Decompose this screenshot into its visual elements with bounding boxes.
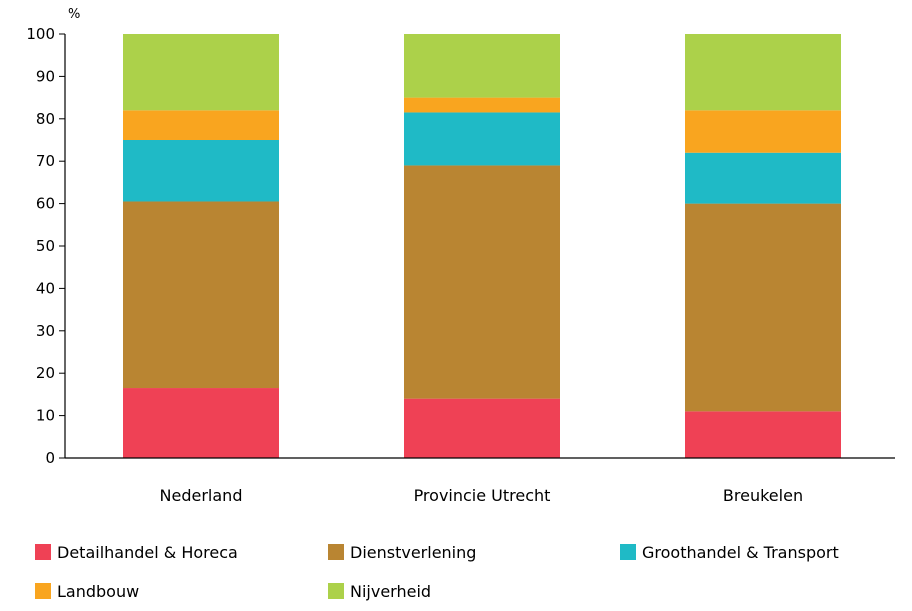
axes — [64, 34, 895, 459]
bar-segment — [404, 398, 560, 458]
category-labels: Nederland Provincie Utrecht Breukelen — [160, 486, 804, 505]
bar-segment — [685, 203, 841, 412]
x-category-label: Nederland — [160, 486, 243, 505]
bar-segment — [404, 97, 560, 113]
bar-segment — [123, 110, 279, 140]
y-tick-label: 90 — [36, 67, 55, 85]
bar-segment — [685, 411, 841, 458]
bar-segment — [685, 110, 841, 153]
y-tick-label: 0 — [45, 449, 55, 467]
bar-segment — [123, 34, 279, 111]
bars — [123, 34, 841, 458]
y-tick-label: 40 — [36, 279, 55, 297]
y-tick-label: 10 — [36, 407, 55, 425]
bar-stack — [685, 34, 841, 458]
bar-segment — [123, 201, 279, 389]
y-tick-label: 20 — [36, 364, 55, 382]
bar-segment — [404, 165, 560, 399]
bar-segment — [404, 112, 560, 166]
y-tick-label: 80 — [36, 110, 55, 128]
bar-segment — [123, 140, 279, 202]
y-tick-label: 60 — [36, 195, 55, 213]
x-category-label: Provincie Utrecht — [414, 486, 551, 505]
bar-stack — [404, 34, 560, 458]
bar-segment — [685, 34, 841, 111]
y-axis-ticks: 0 10 20 30 40 50 60 70 80 90 100 — [26, 25, 65, 467]
y-tick-label: 100 — [26, 25, 55, 43]
bar-segment — [685, 152, 841, 204]
bar-stack — [123, 34, 279, 458]
y-tick-label: 70 — [36, 152, 55, 170]
y-axis-unit-label: % — [68, 7, 80, 22]
bar-segment — [123, 388, 279, 458]
y-tick-label: 50 — [36, 237, 55, 255]
y-tick-label: 30 — [36, 322, 55, 340]
x-category-label: Breukelen — [723, 486, 803, 505]
bar-segment — [404, 34, 560, 98]
